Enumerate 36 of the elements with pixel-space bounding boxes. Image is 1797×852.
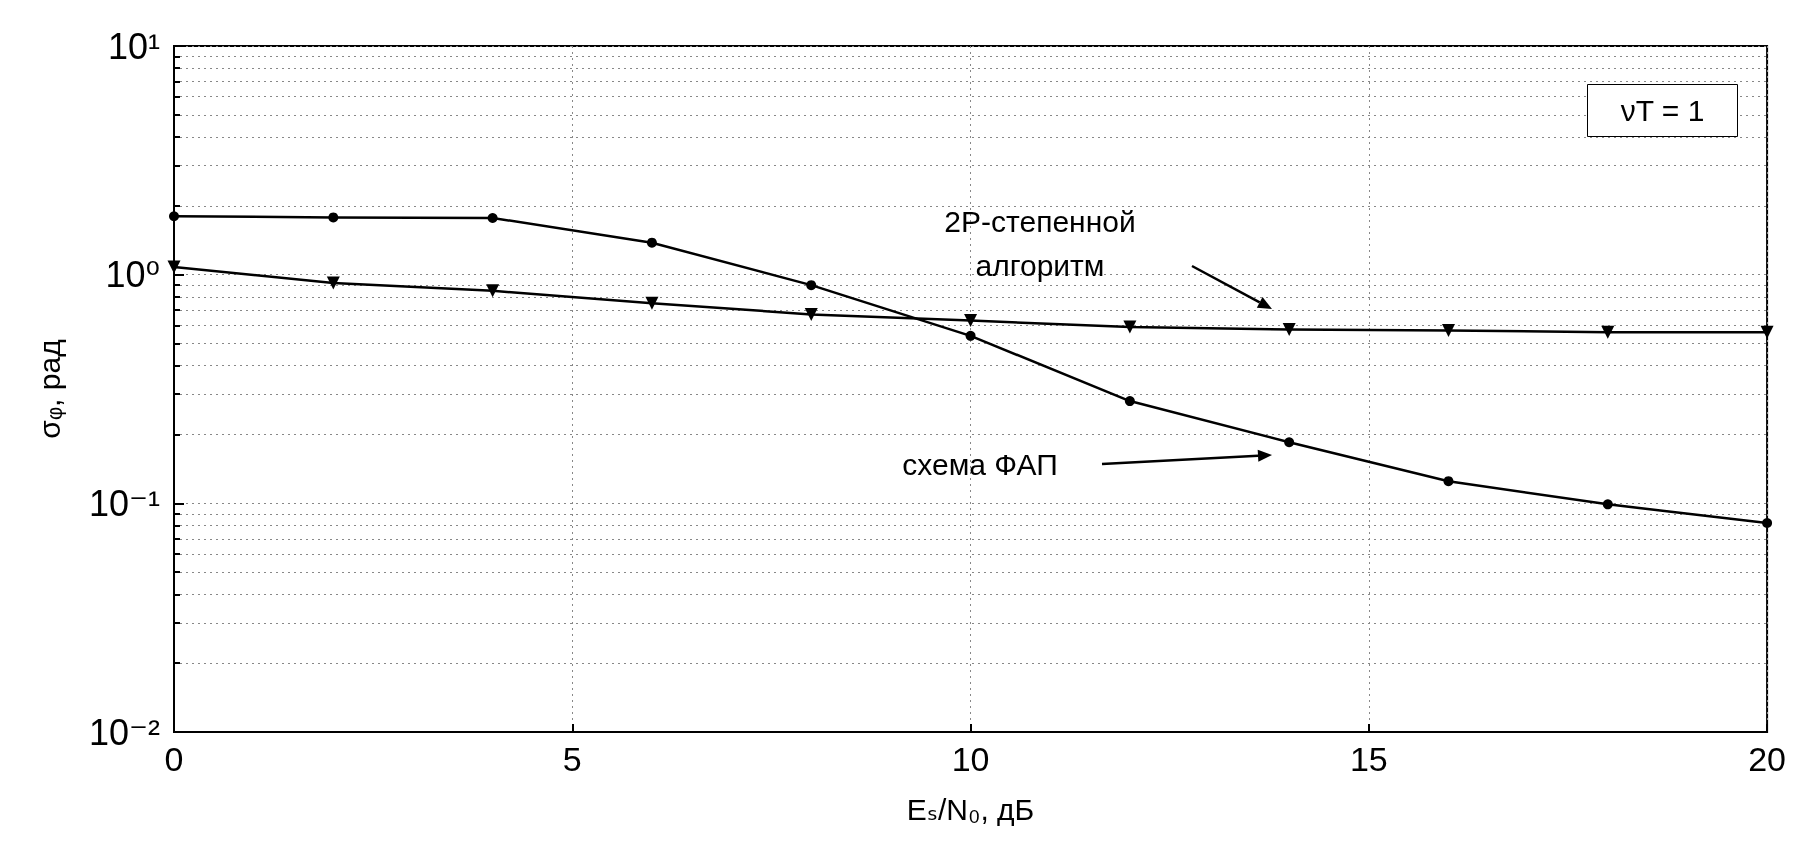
point xyxy=(169,211,179,222)
point xyxy=(328,212,339,223)
x-tick-label: 20 xyxy=(1748,740,1786,778)
point xyxy=(965,330,976,341)
x-tick-label: 5 xyxy=(562,740,582,778)
point xyxy=(1282,323,1296,337)
point xyxy=(486,284,500,298)
point xyxy=(167,260,181,274)
annotation: схема ФАП xyxy=(902,447,1058,481)
point xyxy=(645,296,659,310)
point xyxy=(1601,325,1615,339)
x-tick-label: 10 xyxy=(951,740,990,778)
point xyxy=(1602,499,1613,510)
point xyxy=(1762,518,1773,529)
point xyxy=(806,280,817,291)
point xyxy=(646,237,657,248)
point xyxy=(1443,476,1454,487)
point xyxy=(1760,325,1774,339)
point xyxy=(326,276,340,290)
y-tick-label: 10⁻² xyxy=(88,711,160,753)
y-axis-title: σᵩ, рад xyxy=(32,339,66,439)
point xyxy=(1441,323,1455,337)
y-tick-label: 10⁻¹ xyxy=(88,482,160,524)
y-tick-label: 10¹ xyxy=(107,25,161,67)
annotation: νT = 1 xyxy=(1620,94,1705,127)
x-axis-title: Eₛ/N₀, дБ xyxy=(906,792,1035,826)
annotation: 2P-степенной алгоритм xyxy=(944,204,1136,282)
point xyxy=(1123,320,1137,334)
point xyxy=(1284,437,1295,448)
point xyxy=(1124,396,1135,407)
y-tick-label: 10⁰ xyxy=(105,254,160,296)
x-tick-label: 0 xyxy=(164,740,184,778)
point xyxy=(487,212,498,223)
point xyxy=(964,314,978,328)
x-tick-label: 15 xyxy=(1349,740,1388,778)
point xyxy=(804,307,818,321)
